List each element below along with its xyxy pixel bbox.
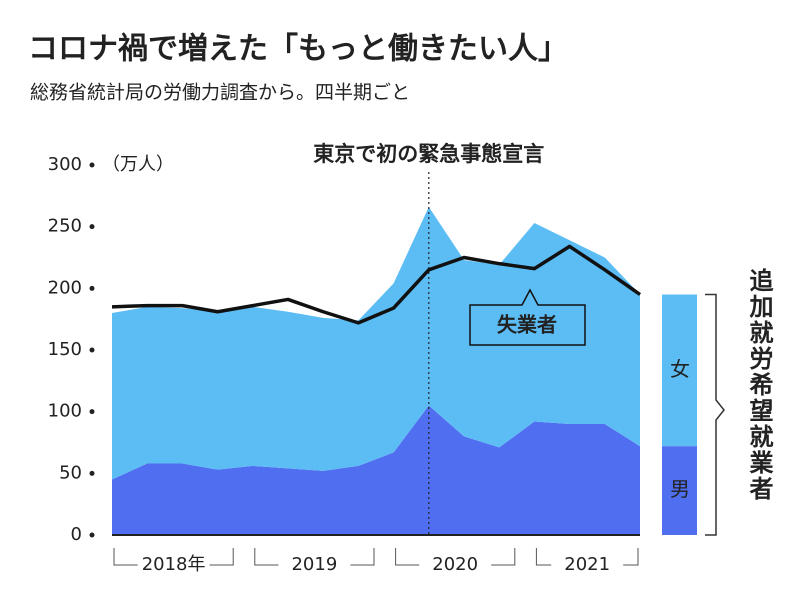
y-tick: [89, 409, 95, 415]
y-tick: [89, 532, 95, 538]
legend-brace: [705, 293, 725, 536]
area: [112, 405, 640, 535]
chart-subtitle: 総務省統計局の労働力調査から。四半期ごと: [30, 82, 410, 104]
line: [111, 244, 642, 325]
chart-title: コロナ禍で増えた「もっと働きたい人」: [28, 32, 568, 67]
legend-swatch: [662, 446, 697, 535]
year-label: 2018年: [142, 554, 206, 575]
y-tick-label: 250: [48, 216, 82, 237]
y-tick: [89, 470, 95, 476]
y-tick-label: 50: [59, 462, 82, 483]
year-label-bg: [551, 553, 624, 577]
line-label: 失業者: [497, 313, 557, 337]
y-tick: [89, 162, 95, 168]
year-label-bg: [137, 553, 210, 577]
year-label: 2019: [291, 554, 337, 575]
y-tick-label: 200: [48, 277, 82, 298]
y-tick-label: 150: [48, 339, 82, 360]
year-label: 2020: [432, 554, 478, 575]
year-label: 2021: [564, 554, 610, 575]
legend-swatch: [662, 294, 697, 447]
year-label-bg: [278, 553, 351, 577]
annotation: 東京で初の緊急事態宣言: [313, 142, 544, 166]
y-tick: [89, 285, 95, 291]
legend-label: 男: [670, 477, 690, 501]
y-unit: （万人）: [102, 154, 174, 175]
y-tick-label: 300: [48, 154, 82, 175]
area-label: 追加就労希望就業者: [745, 267, 773, 502]
line-label-box: [469, 288, 586, 346]
legend-label: 女: [670, 357, 690, 381]
y-tick: [89, 347, 95, 353]
y-tick: [89, 224, 95, 230]
y-tick-label: 100: [48, 401, 82, 422]
area: [112, 206, 640, 480]
y-tick-label: 0: [71, 524, 82, 545]
year-label-bg: [419, 553, 492, 577]
